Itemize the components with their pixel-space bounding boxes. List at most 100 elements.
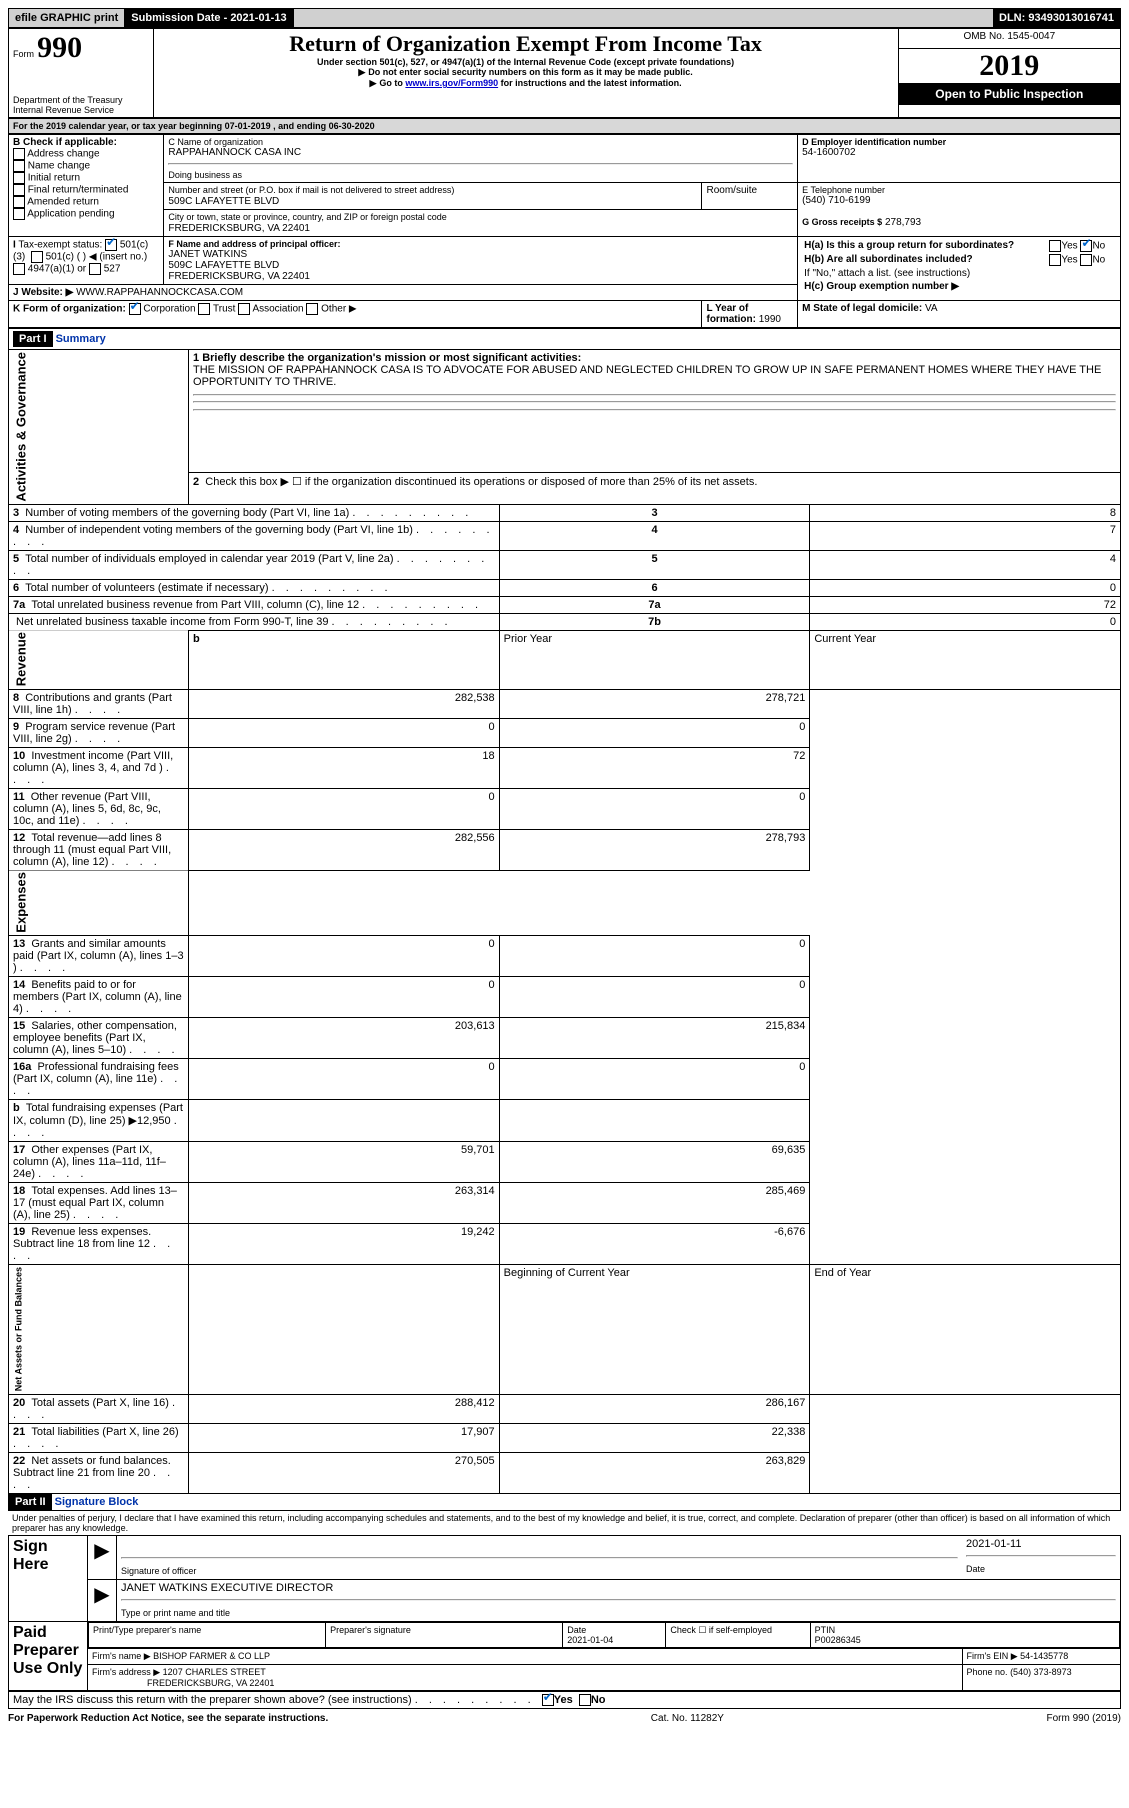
money-row: 13 Grants and similar amounts paid (Part… bbox=[9, 936, 1121, 977]
boxb-option: Name change bbox=[13, 160, 159, 172]
k-trust[interactable] bbox=[198, 303, 210, 315]
org-name: RAPPAHANNOCK CASA INC bbox=[168, 147, 793, 158]
efile-label[interactable]: efile GRAPHIC print bbox=[9, 9, 125, 27]
ha-yes[interactable] bbox=[1049, 240, 1061, 252]
box-j-label: Website: ▶ bbox=[21, 287, 73, 298]
dept-treasury: Department of the Treasury bbox=[13, 95, 149, 105]
527-check[interactable] bbox=[89, 263, 101, 275]
self-emp-check[interactable]: Check ☐ if self-employed bbox=[666, 1622, 810, 1647]
money-row: 8 Contributions and grants (Part VIII, l… bbox=[9, 689, 1121, 718]
money-row: 22 Net assets or fund balances. Subtract… bbox=[9, 1452, 1121, 1493]
box-e-label: E Telephone number bbox=[802, 185, 1116, 195]
boxb-option: Address change bbox=[13, 148, 159, 160]
k-assoc[interactable] bbox=[238, 303, 250, 315]
money-row: 10 Investment income (Part VIII, column … bbox=[9, 747, 1121, 788]
box-m-label: M State of legal domicile: bbox=[802, 303, 922, 314]
info-grid: B Check if applicable: Address change Na… bbox=[8, 134, 1121, 328]
boxb-option: Application pending bbox=[13, 208, 159, 220]
officer-typed: JANET WATKINS EXECUTIVE DIRECTOR bbox=[121, 1582, 1116, 1594]
firm-phone: (540) 373-8973 bbox=[1010, 1667, 1072, 1677]
year-formation: 1990 bbox=[759, 314, 781, 325]
form-note1: Do not enter social security numbers on … bbox=[158, 67, 894, 78]
officer-addr2: FREDERICKSBURG, VA 22401 bbox=[168, 271, 793, 282]
top-bar: efile GRAPHIC print Submission Date - 20… bbox=[8, 8, 1121, 28]
sig-arrow1: ▶ bbox=[88, 1535, 117, 1579]
form-header: Form 990 Department of the Treasury Inte… bbox=[8, 28, 1121, 118]
boxb-opt[interactable] bbox=[13, 172, 25, 184]
room-label: Room/suite bbox=[702, 183, 798, 210]
boxb-opt[interactable] bbox=[13, 208, 25, 220]
tax-year: 2019 bbox=[971, 49, 1047, 83]
vert-revenue: Revenue bbox=[9, 630, 189, 689]
irs-label: Internal Revenue Service bbox=[13, 105, 149, 115]
k-corp[interactable] bbox=[129, 303, 141, 315]
boxb-option: Amended return bbox=[13, 196, 159, 208]
form-number: 990 bbox=[37, 31, 82, 64]
submission-date: Submission Date - 2021-01-13 bbox=[125, 9, 293, 27]
firm-name: BISHOP FARMER & CO LLP bbox=[153, 1651, 270, 1661]
sig-arrow2: ▶ bbox=[88, 1579, 117, 1621]
officer-name: JANET WATKINS bbox=[168, 249, 793, 260]
irs-link[interactable]: www.irs.gov/Form990 bbox=[405, 78, 498, 88]
discuss-label: May the IRS discuss this return with the… bbox=[13, 1694, 412, 1706]
money-row: 19 Revenue less expenses. Subtract line … bbox=[9, 1224, 1121, 1265]
ein-value: 54-1600702 bbox=[802, 147, 1116, 158]
hb-label: H(b) Are all subordinates included? bbox=[804, 254, 973, 265]
rev-b: b bbox=[189, 630, 500, 689]
501c-check[interactable] bbox=[31, 251, 43, 263]
vert-netassets: Net Assets or Fund Balances bbox=[9, 1265, 189, 1394]
signature-table: Sign Here ▶ Signature of officer 2021-01… bbox=[8, 1535, 1121, 1691]
vert-expenses: Expenses bbox=[9, 870, 189, 936]
sig-date-val: 2021-01-11 bbox=[966, 1538, 1116, 1550]
money-row: 18 Total expenses. Add lines 13–17 (must… bbox=[9, 1183, 1121, 1224]
type-label: Type or print name and title bbox=[121, 1608, 230, 1618]
501c3-check[interactable] bbox=[105, 239, 117, 251]
penalty-text: Under penalties of perjury, I declare th… bbox=[8, 1511, 1121, 1535]
k-other[interactable] bbox=[306, 303, 318, 315]
street-value: 509C LAFAYETTE BLVD bbox=[168, 196, 279, 207]
boxb-option: Final return/terminated bbox=[13, 184, 159, 196]
city-label: City or town, state or province, country… bbox=[168, 212, 446, 222]
boxb-opt[interactable] bbox=[13, 196, 25, 208]
discuss-no[interactable] bbox=[579, 1694, 591, 1706]
money-row: 17 Other expenses (Part IX, column (A), … bbox=[9, 1142, 1121, 1183]
firm-addr2: FREDERICKSBURG, VA 22401 bbox=[147, 1678, 274, 1688]
city-value: FREDERICKSBURG, VA 22401 bbox=[168, 223, 310, 234]
state-domicile: VA bbox=[925, 303, 938, 314]
box-k-label: K Form of organization: bbox=[13, 304, 126, 315]
money-row: 20 Total assets (Part X, line 16) . . . … bbox=[9, 1394, 1121, 1423]
ha-no[interactable] bbox=[1080, 240, 1092, 252]
box-g-label: G Gross receipts $ bbox=[802, 217, 882, 227]
street-label: Number and street (or P.O. box if mail i… bbox=[168, 185, 454, 195]
4947-check[interactable] bbox=[13, 263, 25, 275]
firm-addr1: 1207 CHARLES STREET bbox=[163, 1667, 266, 1677]
box-b-label: B Check if applicable: bbox=[13, 137, 159, 148]
hb-no[interactable] bbox=[1080, 254, 1092, 266]
part1-title: Summary bbox=[56, 333, 106, 345]
box-c-label: C Name of organization bbox=[168, 137, 793, 147]
boxb-opt[interactable] bbox=[13, 148, 25, 160]
hb-yes[interactable] bbox=[1049, 254, 1061, 266]
money-row: 14 Benefits paid to or for members (Part… bbox=[9, 977, 1121, 1018]
boxb-opt[interactable] bbox=[13, 160, 25, 172]
hc-label: H(c) Group exemption number ▶ bbox=[802, 280, 1116, 293]
activity-row: 4 Number of independent voting members o… bbox=[9, 521, 1121, 550]
footer-mid: Cat. No. 11282Y bbox=[651, 1713, 724, 1724]
phone-value: (540) 710-6199 bbox=[802, 195, 1116, 206]
print-name-label: Print/Type preparer's name bbox=[89, 1622, 326, 1647]
officer-addr1: 509C LAFAYETTE BLVD bbox=[168, 260, 793, 271]
mission-q: 1 Briefly describe the organization's mi… bbox=[193, 352, 1116, 364]
boxb-opt[interactable] bbox=[13, 184, 25, 196]
footer-left: For Paperwork Reduction Act Notice, see … bbox=[8, 1713, 328, 1724]
activity-row: 5 Total number of individuals employed i… bbox=[9, 550, 1121, 579]
money-row: 11 Other revenue (Part VIII, column (A),… bbox=[9, 788, 1121, 829]
begin-year-hdr: Beginning of Current Year bbox=[499, 1265, 810, 1394]
end-year-hdr: End of Year bbox=[810, 1265, 1121, 1394]
discuss-yes[interactable] bbox=[542, 1694, 554, 1706]
form-title: Return of Organization Exempt From Incom… bbox=[158, 31, 894, 57]
dba-label: Doing business as bbox=[168, 170, 793, 180]
omb-number: OMB No. 1545-0047 bbox=[898, 29, 1120, 49]
box-f-label: F Name and address of principal officer: bbox=[168, 239, 793, 249]
part1-table: Part I Summary Activities & Governance 1… bbox=[8, 328, 1121, 1494]
mission-text: THE MISSION OF RAPPAHANNOCK CASA IS TO A… bbox=[193, 364, 1116, 388]
